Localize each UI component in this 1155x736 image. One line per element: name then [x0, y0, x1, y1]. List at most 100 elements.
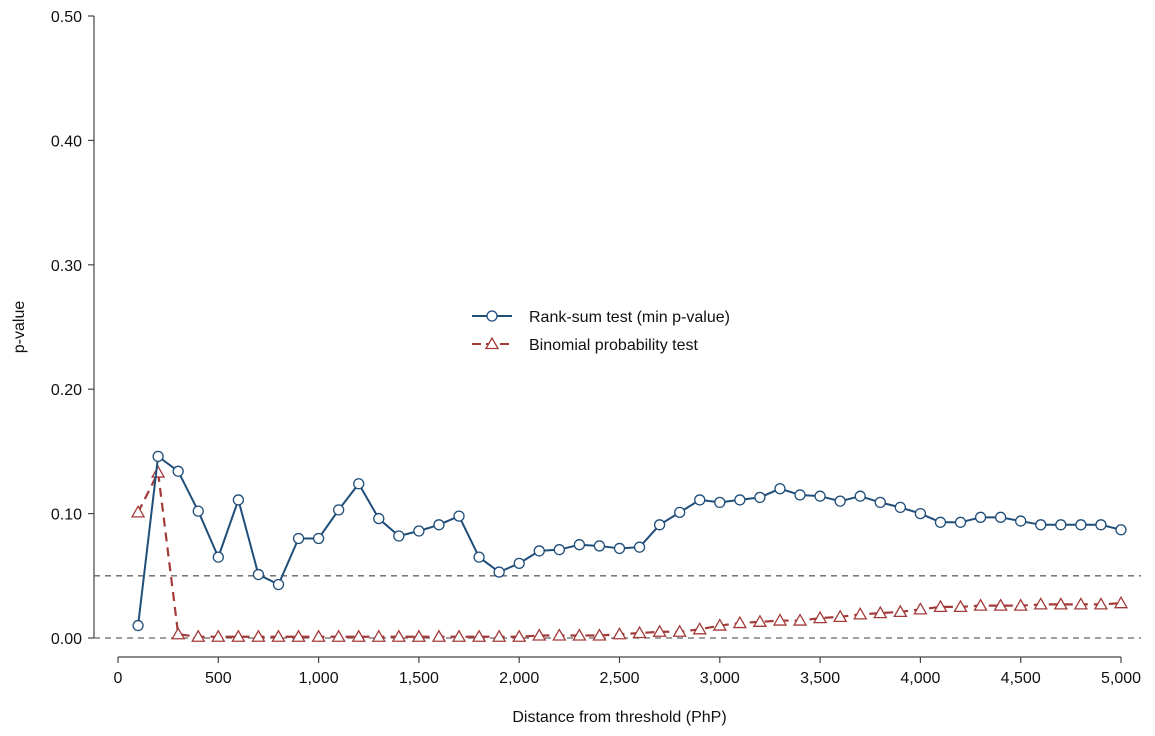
data-point-triangle — [612, 626, 627, 640]
data-point-triangle — [953, 599, 968, 613]
data-point-triangle — [913, 602, 928, 615]
data-point-circle — [834, 495, 846, 507]
data-point-triangle — [431, 629, 447, 642]
data-point-triangle — [191, 629, 206, 642]
data-point-circle — [1095, 519, 1107, 531]
data-point-circle — [894, 501, 906, 514]
data-point-circle — [633, 541, 646, 553]
data-point-circle — [272, 578, 285, 591]
data-point-circle — [413, 525, 425, 537]
x-tick-label: 4,000 — [900, 670, 940, 687]
data-point-circle — [613, 542, 626, 555]
data-point-triangle — [973, 598, 988, 611]
x-tick-label: 2,000 — [499, 670, 539, 687]
data-point-circle — [573, 539, 586, 551]
data-point-circle — [874, 496, 886, 509]
data-point-triangle — [471, 629, 487, 642]
data-point-triangle — [251, 629, 266, 642]
data-point-triangle — [451, 629, 467, 642]
data-point-triangle — [351, 629, 366, 642]
data-point-circle — [1075, 519, 1087, 531]
x-tick-label: 1,000 — [299, 670, 339, 687]
data-point-triangle — [1093, 597, 1109, 610]
data-point-circle — [1115, 524, 1127, 536]
data-point-circle — [493, 566, 505, 578]
data-point-circle — [473, 551, 485, 563]
data-point-triangle — [150, 465, 166, 478]
data-point-circle — [754, 491, 766, 504]
data-point-circle — [854, 490, 866, 502]
x-axis-title: Distance from threshold (PhP) — [512, 709, 726, 726]
y-tick-label: 0.00 — [51, 631, 82, 648]
x-tick-label: 4,500 — [1001, 670, 1041, 687]
data-point-triangle — [893, 604, 908, 618]
data-point-triangle — [993, 598, 1008, 611]
data-point-circle — [553, 544, 565, 556]
data-point-circle — [653, 519, 666, 531]
data-point-triangle — [652, 624, 667, 637]
data-point-triangle — [492, 629, 507, 642]
legend-item: Rank-sum test (min p-value) — [472, 309, 730, 326]
x-tick-label: 5,000 — [1101, 670, 1141, 687]
data-point-triangle — [1033, 597, 1048, 610]
data-point-circle — [774, 483, 786, 495]
y-tick-label: 0.10 — [51, 507, 82, 524]
data-point-triangle — [211, 629, 226, 642]
y-tick-label: 0.50 — [51, 9, 82, 26]
data-point-triangle — [853, 607, 868, 620]
data-point-triangle — [331, 629, 346, 642]
data-point-triangle — [592, 628, 607, 641]
data-point-circle — [533, 545, 545, 557]
y-axis-title: p-value — [11, 301, 28, 354]
data-point-triangle — [712, 618, 727, 631]
data-point-triangle — [1113, 595, 1129, 609]
data-point-triangle — [732, 615, 747, 629]
series-binomial — [130, 465, 1129, 642]
data-point-triangle — [572, 628, 587, 641]
legend-swatch-marker — [484, 336, 500, 350]
data-point-circle — [674, 506, 686, 519]
data-point-triangle — [792, 613, 808, 626]
x-tick-label: 3,000 — [700, 670, 740, 687]
data-point-circle — [994, 511, 1007, 523]
data-point-triangle — [1073, 597, 1089, 610]
data-point-circle — [734, 494, 746, 506]
y-tick-label: 0.40 — [51, 133, 82, 150]
x-tick-label: 3,500 — [800, 670, 840, 687]
data-point-triangle — [512, 629, 527, 642]
data-point-circle — [794, 489, 806, 501]
data-point-circle — [292, 532, 305, 545]
data-point-circle — [694, 494, 706, 506]
data-point-circle — [453, 510, 465, 522]
data-point-triangle — [552, 628, 567, 641]
y-tick-label: 0.20 — [51, 382, 82, 399]
data-point-circle — [914, 507, 927, 520]
data-point-circle — [934, 516, 947, 528]
data-point-circle — [152, 450, 164, 463]
data-point-triangle — [231, 629, 246, 642]
data-point-circle — [353, 478, 365, 490]
data-point-circle — [333, 504, 345, 516]
data-point-triangle — [833, 609, 848, 623]
data-point-triangle — [271, 629, 286, 642]
legend-label: Binomial probability test — [529, 337, 699, 354]
data-point-circle — [192, 505, 204, 517]
data-point-circle — [312, 532, 325, 545]
data-point-triangle — [672, 624, 687, 637]
data-point-circle — [593, 540, 606, 552]
data-point-circle — [433, 519, 445, 531]
data-point-circle — [814, 490, 826, 502]
series-line — [137, 455, 1122, 626]
data-point-triangle — [632, 625, 647, 639]
data-point-circle — [232, 494, 245, 506]
data-point-circle — [1035, 519, 1047, 531]
data-point-circle — [954, 516, 967, 528]
data-point-triangle — [311, 629, 326, 642]
data-point-triangle — [692, 621, 707, 635]
x-tick-label: 0 — [114, 670, 123, 687]
legend-label: Rank-sum test (min p-value) — [529, 309, 730, 326]
x-tick-label: 1,500 — [399, 670, 439, 687]
data-point-triangle — [1053, 597, 1068, 610]
data-point-triangle — [812, 610, 828, 624]
